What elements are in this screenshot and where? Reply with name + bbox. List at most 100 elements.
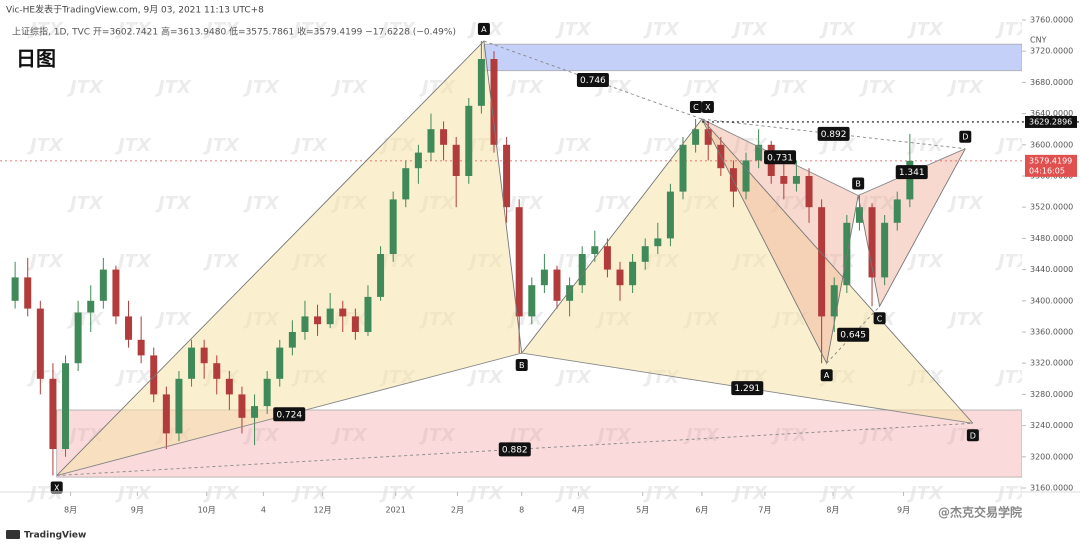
watermark: JTX <box>507 425 544 446</box>
x-tick-label: 4 <box>261 506 266 515</box>
candle-body <box>679 144 687 192</box>
watermark: JTX <box>67 309 104 330</box>
candle-body <box>112 269 120 317</box>
watermark: JTX <box>291 135 328 156</box>
x-tick-label: 12月 <box>314 506 332 515</box>
candle-body <box>314 316 322 325</box>
watermark: JTX <box>467 367 504 388</box>
watermark: JTX <box>115 251 152 272</box>
watermark: JTX <box>203 19 240 40</box>
candle-body <box>528 285 536 317</box>
candle-body <box>755 144 763 161</box>
watermark: JTX <box>555 19 592 40</box>
candle-body <box>62 363 70 449</box>
candle-body <box>503 144 511 208</box>
point-label: A <box>824 371 830 380</box>
logo <box>6 530 20 539</box>
watermark: JTX <box>291 19 328 40</box>
x-tick-label: 7月 <box>758 506 771 515</box>
watermark: JTX <box>379 19 416 40</box>
watermark: JTX <box>291 483 328 504</box>
watermark: JTX <box>819 483 856 504</box>
candle-body <box>692 129 700 145</box>
candle-body <box>540 269 548 286</box>
candle-body <box>377 254 385 297</box>
watermark: JTX <box>27 251 64 272</box>
y-tick-label: 3600.0000 <box>1030 140 1073 149</box>
candle-body <box>515 207 523 317</box>
y-tick-label: 3680.0000 <box>1030 78 1073 87</box>
candle-body <box>477 59 485 106</box>
watermark: JTX <box>907 135 944 156</box>
candle-body <box>440 129 448 145</box>
watermark: JTX <box>379 483 416 504</box>
watermark: JTX <box>907 251 944 272</box>
candle-body <box>162 394 170 434</box>
watermark: JTX <box>507 193 544 214</box>
point-label: B <box>855 180 861 189</box>
countdown: 04:16:05 <box>1029 166 1065 175</box>
candle-body <box>24 277 32 309</box>
point-box <box>959 130 972 143</box>
watermark: JTX <box>507 77 544 98</box>
point-box <box>689 101 702 114</box>
watermark: JTX <box>115 135 152 156</box>
y-tick-label: 3360.0000 <box>1030 328 1073 337</box>
point-box <box>477 23 490 36</box>
watermark: JTX <box>155 77 192 98</box>
candle-body <box>213 363 221 379</box>
watermark: JTX <box>155 309 192 330</box>
watermark: JTX <box>243 193 280 214</box>
point-label: A <box>481 25 487 34</box>
point-label: D <box>970 431 976 440</box>
x-tick-label: 10月 <box>198 506 216 515</box>
x-tick-label: 2021 <box>386 506 406 515</box>
ratio-box <box>498 442 531 457</box>
watermark: JTX <box>819 19 856 40</box>
point-box <box>701 101 714 114</box>
ratio-box <box>837 327 870 342</box>
x-tick-label: 5月 <box>636 506 649 515</box>
x-tick-label: 6月 <box>695 506 708 515</box>
watermark: JTX <box>203 135 240 156</box>
x-tick-label: 2月 <box>451 506 464 515</box>
watermark: JTX <box>771 77 808 98</box>
candle-body <box>263 378 271 407</box>
candle-body <box>893 199 901 223</box>
watermark: JTX <box>27 19 64 40</box>
point-box <box>873 312 886 325</box>
candle-body <box>830 285 838 317</box>
watermark: JTX <box>643 19 680 40</box>
ratio-box <box>895 165 928 180</box>
last-price-label: 3579.4199 <box>1029 156 1072 165</box>
y-tick-label: 3760.0000 <box>1030 16 1073 25</box>
watermark: JTX <box>947 193 984 214</box>
last-price-box <box>1025 154 1077 177</box>
watermark: JTX <box>27 135 64 156</box>
brand: TradingView <box>24 531 86 541</box>
level-box <box>1025 115 1077 128</box>
candle-body <box>188 347 196 379</box>
x-tick-label: 9月 <box>897 506 910 515</box>
x-tick-label: 8月 <box>64 506 77 515</box>
y-tick-label: 3400.0000 <box>1030 296 1073 305</box>
watermark: JTX <box>115 483 152 504</box>
candle-body <box>364 296 372 332</box>
y-tick-label: 3480.0000 <box>1030 234 1073 243</box>
watermark: JTX <box>115 19 152 40</box>
level-label: 3629.2896 <box>1029 117 1072 126</box>
candle-body <box>276 347 284 379</box>
watermark: JTX <box>947 309 984 330</box>
ratio-label: 1.291 <box>734 384 760 394</box>
candle-body <box>591 246 599 254</box>
point-box <box>966 429 979 442</box>
watermark: JTX <box>731 483 768 504</box>
ratio-box <box>273 407 306 422</box>
ratio-label: 0.882 <box>502 445 528 455</box>
pattern-fill <box>56 41 522 476</box>
y-tick-label: 3720.0000 <box>1030 47 1073 56</box>
ratio-box <box>764 150 797 165</box>
point-label: D <box>962 133 968 142</box>
candle-body <box>351 316 359 332</box>
